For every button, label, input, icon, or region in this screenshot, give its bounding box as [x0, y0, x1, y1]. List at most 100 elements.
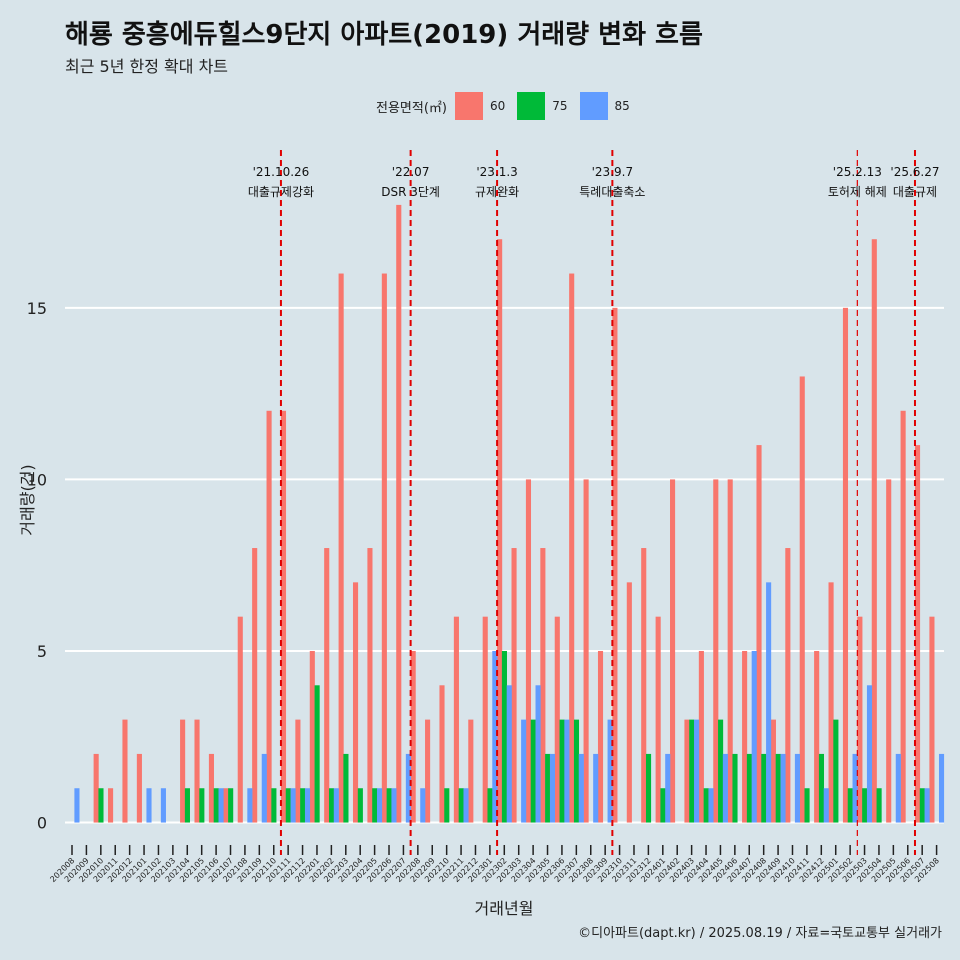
bar-60-202212 — [468, 719, 474, 823]
bar-75-202111 — [285, 788, 291, 823]
bar-60-202504 — [871, 239, 877, 823]
bar-60-202209 — [425, 719, 431, 823]
bar-75-202112 — [300, 788, 306, 823]
bar-75-202504 — [876, 788, 882, 823]
y-tick-label: 5 — [37, 642, 47, 661]
bar-75-202110 — [271, 788, 277, 823]
legend-title: 전용면적(㎡) — [376, 100, 447, 116]
legend: 전용면적(㎡) 60 75 85 — [376, 92, 642, 120]
event-text-label: 토허제 해제 — [828, 185, 887, 199]
bar-85-202208 — [420, 788, 426, 823]
bar-75-202403 — [689, 719, 695, 823]
bar-85-202111 — [290, 788, 296, 823]
bar-75-202503 — [862, 788, 868, 823]
bar-85-202302 — [506, 685, 512, 823]
bar-60-202309 — [597, 650, 604, 823]
bar-60-202507 — [914, 445, 921, 823]
event-date-label: '25.2.13 — [833, 165, 882, 179]
bar-60-202405 — [713, 479, 719, 823]
event-text-label: DSR 3단계 — [381, 185, 440, 199]
bar-75-202210 — [444, 788, 450, 823]
bar-60-202503 — [857, 616, 863, 823]
bar-85-202404 — [708, 788, 714, 823]
bar-85-202507 — [924, 788, 930, 823]
bar-60-202506 — [900, 410, 906, 823]
bar-85-202401 — [665, 753, 671, 823]
event-date-label: '22.07 — [392, 165, 430, 179]
bar-75-202104 — [184, 788, 190, 823]
bar-60-202501 — [828, 582, 834, 823]
bar-85-202408 — [766, 582, 772, 823]
bar-60-202502 — [842, 307, 849, 823]
x-axis-label: 거래년월 — [475, 899, 534, 918]
legend-swatch-75 — [517, 92, 546, 120]
bar-60-202108 — [237, 616, 243, 823]
legend-label-60: 60 — [489, 99, 506, 113]
bar-75-202203 — [343, 753, 349, 823]
bar-60-202308 — [583, 479, 589, 823]
bar-75-202412 — [818, 753, 825, 823]
chart-title: 해룡 중흥에듀힐스9단지 아파트(2019) 거래량 변화 흐름 — [65, 20, 703, 50]
bar-60-202211 — [453, 616, 459, 823]
bar-60-202312 — [641, 548, 647, 823]
bar-85-202303 — [521, 719, 527, 823]
source-caption: ©디아파트(dapt.kr) / 2025.08.19 / 자료=국토교통부 실… — [578, 926, 942, 941]
bar-75-202307 — [573, 719, 580, 823]
y-tick-label: 0 — [37, 814, 47, 833]
bar-85-202102 — [160, 788, 166, 823]
event-text-label: 규제완화 — [475, 185, 519, 199]
bar-75-202501 — [833, 719, 839, 823]
event-text-label: 특례대출축소 — [579, 185, 645, 199]
bar-60-202012 — [122, 719, 128, 823]
bar-85-202308 — [593, 753, 599, 823]
bar-85-202211 — [463, 788, 469, 823]
bar-60-202207 — [396, 204, 402, 823]
bar-60-202101 — [136, 753, 142, 823]
bar-60-202406 — [727, 479, 733, 823]
bar-75-202404 — [703, 788, 709, 823]
bar-85-202407 — [751, 650, 757, 823]
bar-85-202301 — [492, 650, 498, 823]
bar-75-202202 — [328, 788, 335, 823]
bar-75-202312 — [645, 753, 652, 823]
bar-85-202207 — [405, 753, 411, 823]
event-date-label: '21.10.26 — [253, 165, 310, 179]
bar-60-202508 — [929, 616, 935, 823]
bar-75-202408 — [761, 753, 767, 823]
bar-60-202412 — [814, 650, 820, 823]
bar-85-202503 — [866, 685, 873, 823]
bar-85-202202 — [333, 788, 339, 823]
bar-85-202108 — [247, 788, 253, 823]
bar-60-202105 — [194, 719, 200, 823]
bar-85-202410 — [794, 753, 800, 823]
bar-75-202401 — [660, 788, 666, 823]
bar-75-202105 — [199, 788, 205, 823]
bar-75-202302 — [501, 650, 507, 823]
bar-75-202106 — [213, 788, 219, 823]
bar-60-202111 — [280, 410, 287, 823]
bar-60-202202 — [324, 548, 330, 823]
bar-60-202301 — [482, 616, 488, 823]
bar-60-202206 — [381, 273, 387, 823]
bar-60-202210 — [439, 685, 445, 823]
bar-75-202507 — [919, 788, 925, 823]
bar-85-202008 — [74, 788, 80, 823]
bar-60-202205 — [367, 548, 373, 823]
bar-85-202109 — [261, 753, 267, 823]
bar-75-202405 — [718, 719, 724, 823]
bar-60-202304 — [525, 479, 532, 823]
bar-60-202106 — [208, 753, 214, 823]
legend-swatch-60 — [454, 92, 483, 120]
event-date-label: '23.9.7 — [592, 165, 633, 179]
bar-60-202410 — [785, 548, 791, 823]
bar-75-202406 — [732, 753, 738, 823]
event-text-label: 대출규제강화 — [248, 185, 314, 199]
bar-75-202407 — [746, 753, 752, 823]
event-date-label: '23.1.3 — [476, 165, 517, 179]
bar-60-202208 — [410, 650, 416, 823]
bar-60-202303 — [511, 548, 517, 823]
event-text-label: 대출규제 — [893, 185, 937, 199]
bar-75-202304 — [530, 719, 536, 823]
